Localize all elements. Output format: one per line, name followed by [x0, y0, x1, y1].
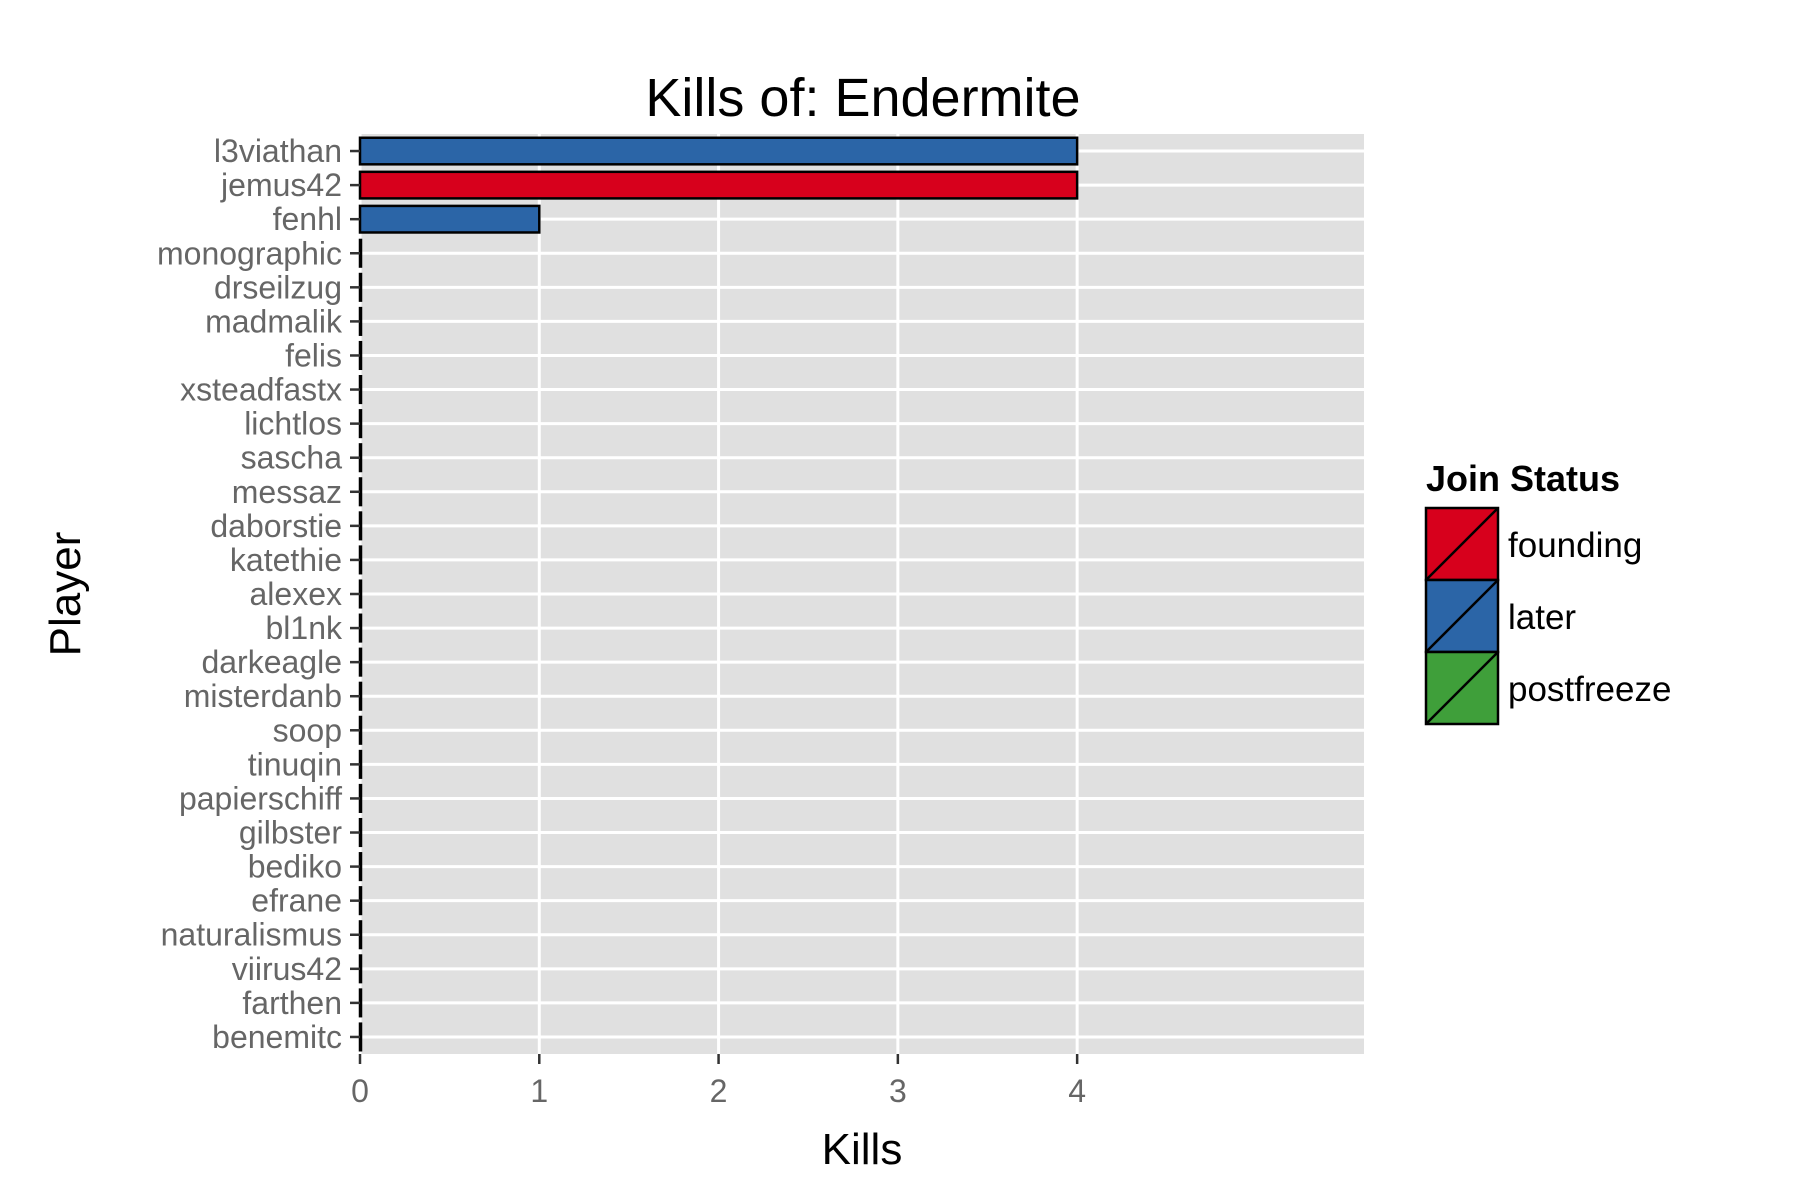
chart-title: Kills of: Endermite	[645, 68, 1080, 128]
bar-naturalismus	[358, 920, 363, 950]
y-tick-label: fenhl	[273, 201, 342, 237]
x-tick-label: 0	[351, 1073, 369, 1109]
y-tick-label: bl1nk	[266, 610, 344, 646]
y-tick-label: misterdanb	[184, 678, 342, 714]
x-tick-label: 3	[889, 1073, 907, 1109]
bar-jemus42	[358, 170, 1079, 200]
y-tick-label: felis	[285, 337, 342, 373]
y-tick-label: madmalik	[205, 303, 343, 339]
bar-bl1nk	[358, 613, 363, 643]
legend-title: Join Status	[1426, 458, 1620, 499]
y-tick-label: sascha	[241, 440, 343, 476]
y-tick-label: viirus42	[232, 951, 342, 987]
legend-label: postfreeze	[1508, 670, 1671, 709]
bar-bediko	[358, 852, 363, 882]
y-tick-label: naturalismus	[161, 917, 342, 953]
bar-farthen	[358, 988, 363, 1018]
x-tick-label: 2	[710, 1073, 728, 1109]
bar-alexex	[358, 579, 363, 609]
y-tick-label: drseilzug	[214, 269, 342, 305]
legend-items: founding later postfreeze	[1424, 506, 1671, 726]
legend-label: founding	[1508, 526, 1642, 565]
legend-key-slash	[1425, 579, 1499, 653]
y-axis: l3viathanjemus42fenhlmonographicdrseilzu…	[157, 133, 360, 1055]
legend-item-founding: founding	[1424, 506, 1642, 582]
bar-monographic	[358, 238, 363, 268]
bar-l3viathan	[358, 136, 1079, 166]
y-tick-label: bediko	[248, 849, 342, 885]
legend-label: later	[1508, 598, 1576, 637]
bar-papierschiff	[358, 783, 363, 813]
y-tick-label: darkeagle	[201, 644, 342, 680]
y-tick-label: tinuqin	[248, 746, 342, 782]
bar-felis	[358, 340, 363, 371]
bar-messaz	[358, 477, 363, 507]
bar-benemitc	[358, 1022, 363, 1052]
legend: Join Status founding later postfreeze	[1424, 458, 1671, 726]
y-tick-label: xsteadfastx	[180, 372, 342, 408]
y-tick-label: gilbster	[239, 815, 343, 851]
y-tick-label: papierschiff	[179, 780, 342, 816]
y-tick-label: efrane	[251, 883, 342, 919]
y-tick-label: soop	[273, 712, 342, 748]
bar-misterdanb	[358, 681, 363, 711]
y-tick-label: alexex	[250, 576, 343, 612]
bar-xsteadfastx	[358, 375, 363, 405]
y-axis-title: Player	[41, 532, 90, 657]
y-tick-label: daborstie	[210, 508, 342, 544]
bar-madmalik	[358, 306, 363, 336]
bar-gilbster	[358, 817, 363, 848]
y-tick-label: benemitc	[212, 1019, 342, 1055]
legend-item-later: later	[1424, 578, 1576, 654]
bar-drseilzug	[358, 272, 363, 302]
y-tick-label: monographic	[157, 235, 342, 271]
bar-sascha	[358, 443, 363, 473]
bar-lichtlos	[358, 409, 363, 439]
legend-item-postfreeze: postfreeze	[1424, 650, 1671, 726]
x-axis: 0 1 2 3 4	[351, 1054, 1086, 1109]
y-tick-label: farthen	[242, 985, 342, 1021]
y-tick-label: jemus42	[220, 167, 342, 203]
y-tick-label: messaz	[232, 474, 342, 510]
bar-soop	[358, 715, 363, 745]
bar-viirus42	[358, 954, 363, 984]
bar-tinuqin	[358, 749, 363, 779]
x-axis-title: Kills	[822, 1125, 903, 1174]
bar-fenhl	[358, 204, 541, 234]
bar-darkeagle	[358, 647, 363, 677]
y-tick-label: lichtlos	[244, 406, 342, 442]
bar-katethie	[358, 545, 363, 575]
legend-key-slash	[1425, 507, 1499, 581]
legend-key-slash	[1425, 651, 1499, 725]
y-tick-label: l3viathan	[214, 133, 342, 169]
x-tick-label: 4	[1068, 1073, 1086, 1109]
y-tick-label: katethie	[230, 542, 342, 578]
bars	[358, 136, 1079, 1052]
bar-efrane	[358, 886, 363, 916]
bar-daborstie	[358, 511, 363, 541]
x-tick-label: 1	[530, 1073, 548, 1109]
